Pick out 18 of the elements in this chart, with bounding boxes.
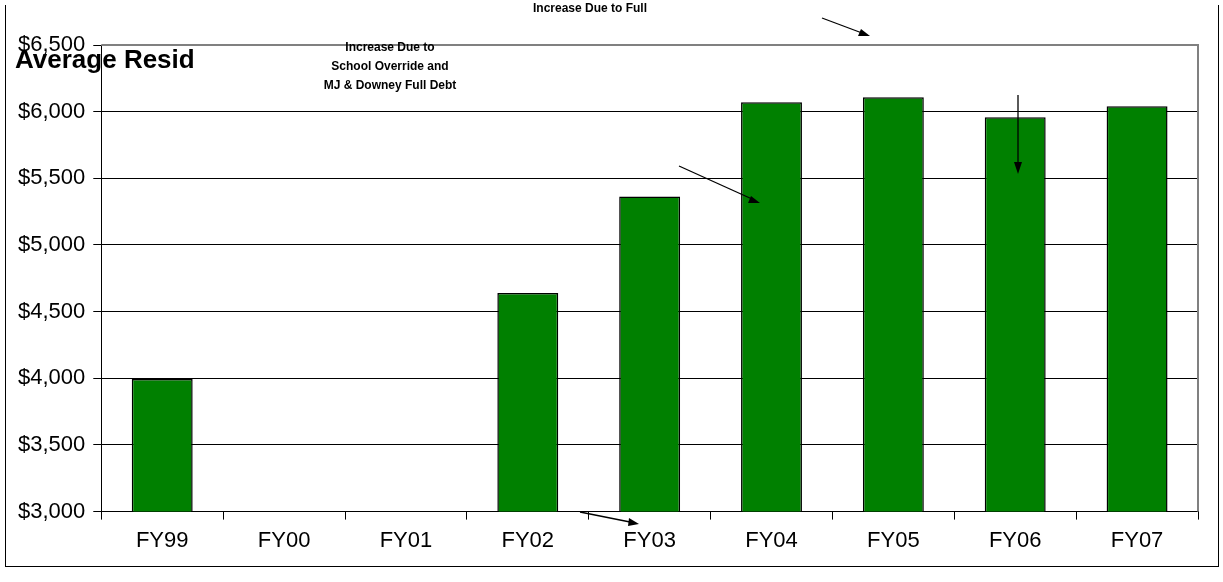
y-tick-label: $3,000 (17, 497, 86, 523)
text: Increase Due to Full (532, 1, 648, 15)
x-tick-label: FY06 (988, 526, 1042, 552)
x-tick-label: FY02 (501, 526, 555, 552)
x-tick-label: FY04 (745, 526, 798, 552)
y-tick-label: $4,000 (17, 364, 86, 390)
x-tick-label: FY01 (379, 526, 433, 552)
x-tick-label: FY03 (623, 526, 676, 552)
y-tick-label: $5,500 (17, 164, 86, 190)
y-tick-label: $5,000 (17, 231, 86, 257)
x-tick-label: FY07 (1110, 526, 1164, 552)
y-tick-label: $4,500 (17, 297, 86, 323)
annotation: Increase Due to School Override and MJ & Downey Full Debt (322, 39, 458, 94)
x-tick-label: FY99 (135, 526, 189, 552)
y-tick-label: $3,500 (17, 431, 86, 457)
y-tick-label: $6,000 (17, 97, 86, 123)
x-tick-label: FY05 (867, 526, 920, 552)
x-tick-label: FY00 (257, 526, 311, 552)
